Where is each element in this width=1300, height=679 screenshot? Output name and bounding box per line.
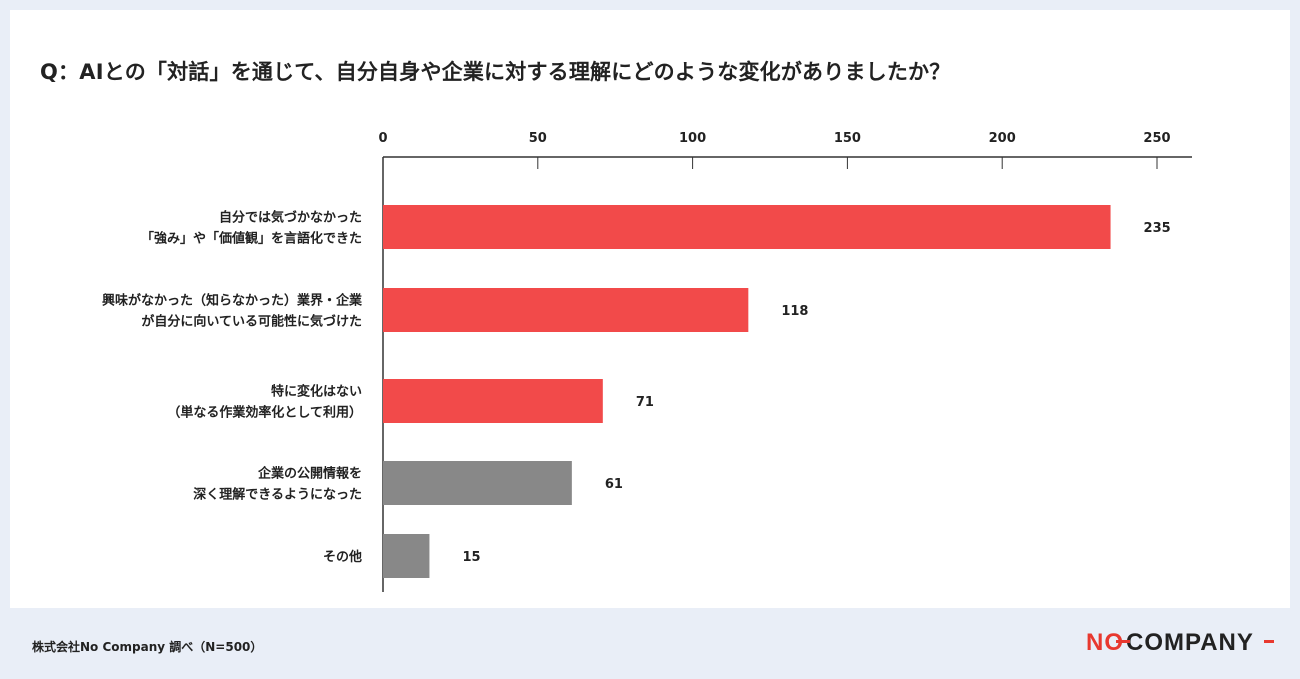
data-label: 61 [605, 477, 623, 492]
bar-chart: 0 50 100 150 200 250 235 自分では気づかなかった「強み」や「価値観」を… [102, 131, 1192, 592]
chart-title: Q：AIとの「対話」を通じて、自分自身や企業に対する理解にどのような変化がありま… [40, 60, 951, 84]
bar [383, 379, 603, 423]
bar [383, 461, 572, 505]
category-label: 企業の公開情報を [257, 466, 362, 482]
bar [383, 534, 430, 578]
data-label: 118 [781, 304, 808, 319]
category-label: 特に変化はない [271, 384, 362, 400]
data-label: 235 [1144, 221, 1171, 236]
x-tick-label: 100 [679, 131, 706, 146]
category-label: 自分では気づかなかった [219, 210, 362, 226]
category-label: 「強み」や「価値観」を言語化できた [141, 231, 362, 247]
category-label: その他 [323, 549, 362, 565]
bar [383, 288, 749, 332]
no-company-logo: NO COMPANY [1086, 629, 1274, 656]
data-label: 15 [462, 550, 480, 565]
category-label: 深く理解できるようになった [193, 487, 362, 503]
data-label: 71 [636, 395, 654, 410]
x-tick-label: 200 [989, 131, 1016, 146]
x-tick-label: 50 [529, 131, 547, 146]
x-tick-label: 150 [834, 131, 861, 146]
svg-text:COMPANY: COMPANY [1126, 629, 1254, 656]
category-label: が自分に向いている可能性に気づけた [141, 314, 362, 330]
x-tick-label: 0 [378, 131, 387, 146]
category-label: 興味がなかった（知らなかった）業界・企業 [102, 293, 363, 309]
x-tick-label: 250 [1143, 131, 1170, 146]
category-label: （単なる作業効率化として利用） [167, 405, 362, 421]
bar [383, 205, 1111, 249]
source-note: 株式会社No Company 調べ（N=500） [32, 640, 263, 654]
